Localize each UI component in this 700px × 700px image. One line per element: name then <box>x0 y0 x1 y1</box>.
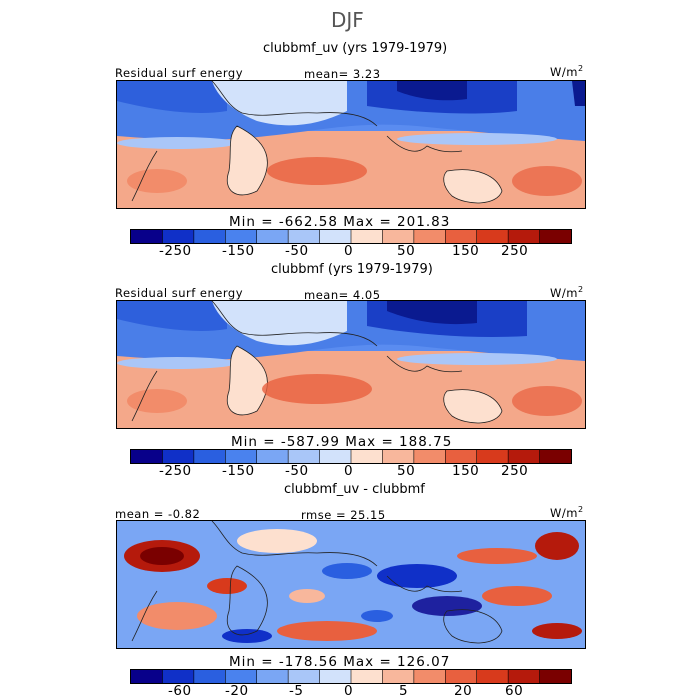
panel-3-tick: 5 <box>399 683 409 699</box>
panel-1-title: clubbmf_uv (yrs 1979-1979) <box>263 41 448 56</box>
colorbar-swatch <box>382 230 415 243</box>
colorbar-swatch <box>413 230 446 243</box>
panel-1-tick: -50 <box>285 243 309 259</box>
panel-1-tick: 0 <box>344 243 354 259</box>
colorbar-swatch <box>162 450 195 463</box>
panel-1-tick: 150 <box>452 243 480 259</box>
colorbar-swatch <box>445 450 478 463</box>
colorbar-swatch <box>476 230 509 243</box>
colorbar-swatch <box>351 450 383 463</box>
panel-3-units-label: W/m2 <box>550 505 584 520</box>
colorbar-swatch <box>539 230 571 243</box>
panel-2-tick: -50 <box>285 463 309 479</box>
panel-1-colorbar <box>130 229 572 244</box>
colorbar-swatch <box>256 450 289 463</box>
colorbar-swatch <box>382 450 415 463</box>
colorbar-swatch <box>162 230 195 243</box>
colorbar-swatch <box>539 450 571 463</box>
panel-2-mean-label: mean= 4.05 <box>304 288 381 302</box>
panel-1-variable-label: Residual surf energy <box>115 66 244 80</box>
panel-1-tick: 50 <box>397 243 416 259</box>
colorbar-swatch <box>225 230 258 243</box>
panel-3-title: clubbmf_uv - clubbmf <box>284 482 425 497</box>
colorbar-swatch <box>382 670 415 683</box>
panel-1-minmax: Min = -662.58 Max = 201.83 <box>229 214 451 230</box>
panel-2-map <box>116 300 586 429</box>
colorbar-swatch <box>413 670 446 683</box>
panel-1-map <box>116 80 586 209</box>
panel-2-tick: 250 <box>501 463 529 479</box>
panel-2-minmax: Min = -587.99 Max = 188.75 <box>231 434 453 450</box>
panel-2-variable-label: Residual surf energy <box>115 286 244 300</box>
panel-3-colorbar <box>130 669 572 684</box>
panel-2-units-label: W/m2 <box>550 285 584 300</box>
colorbar-swatch <box>445 230 478 243</box>
panel-2-tick: 0 <box>344 463 354 479</box>
colorbar-swatch <box>508 230 541 243</box>
panel-2-title: clubbmf (yrs 1979-1979) <box>271 262 433 277</box>
colorbar-swatch <box>508 670 541 683</box>
panel-2-tick: 50 <box>397 463 416 479</box>
colorbar-swatch <box>445 670 478 683</box>
colorbar-swatch <box>288 670 321 683</box>
panel-2-tick: 150 <box>452 463 480 479</box>
panel-3-tick: 60 <box>505 683 524 699</box>
colorbar-swatch <box>256 230 289 243</box>
colorbar-swatch <box>131 230 163 243</box>
colorbar-swatch <box>193 230 226 243</box>
colorbar-swatch <box>351 670 383 683</box>
panel-3-map <box>116 520 586 649</box>
colorbar-swatch <box>193 450 226 463</box>
colorbar-swatch <box>413 450 446 463</box>
colorbar-swatch <box>351 230 383 243</box>
colorbar-swatch <box>476 670 509 683</box>
panel-3-tick: -5 <box>289 683 304 699</box>
colorbar-swatch <box>288 450 321 463</box>
colorbar-swatch <box>508 450 541 463</box>
colorbar-swatch <box>225 670 258 683</box>
colorbar-swatch <box>193 670 226 683</box>
panel-1-tick: -150 <box>222 243 255 259</box>
panel-3-mean-label: mean = -0.82 <box>115 507 201 521</box>
colorbar-swatch <box>319 230 352 243</box>
colorbar-swatch <box>131 670 163 683</box>
panel-3-tick: -60 <box>168 683 192 699</box>
panel-1-units-label: W/m2 <box>550 64 584 79</box>
panel-2-tick: -250 <box>159 463 192 479</box>
colorbar-swatch <box>131 450 163 463</box>
panel-1-mean-label: mean= 3.23 <box>304 67 381 81</box>
panel-3-minmax: Min = -178.56 Max = 126.07 <box>229 654 451 670</box>
colorbar-swatch <box>319 450 352 463</box>
colorbar-swatch <box>162 670 195 683</box>
panel-3-tick: 20 <box>454 683 473 699</box>
colorbar-swatch <box>476 450 509 463</box>
panel-3-rmse-label: rmse = 25.15 <box>301 508 386 522</box>
panel-2-tick: -150 <box>222 463 255 479</box>
panel-1-tick: 250 <box>501 243 529 259</box>
colorbar-swatch <box>539 670 571 683</box>
panel-1-tick: -250 <box>159 243 192 259</box>
colorbar-swatch <box>225 450 258 463</box>
colorbar-swatch <box>288 230 321 243</box>
season-title: DJF <box>331 8 364 32</box>
panel-2-colorbar <box>130 449 572 464</box>
colorbar-swatch <box>319 670 352 683</box>
panel-3-tick: -20 <box>225 683 249 699</box>
colorbar-swatch <box>256 670 289 683</box>
panel-3-tick: 0 <box>344 683 354 699</box>
